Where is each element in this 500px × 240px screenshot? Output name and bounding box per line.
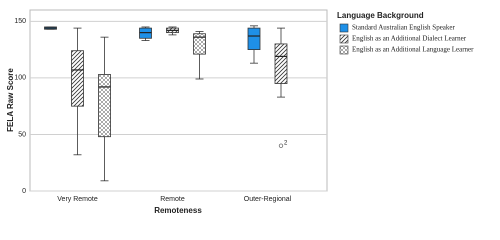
- legend-label: English as an Additional Language Learne…: [352, 46, 474, 54]
- legend-title: Language Background: [337, 11, 424, 20]
- x-tick-label: Remote: [160, 196, 185, 203]
- x-tick-label: Outer-Regional: [244, 196, 292, 203]
- box: [193, 33, 206, 55]
- x-axis-title: Remoteness: [154, 206, 202, 215]
- y-tick-label: 50: [18, 131, 26, 138]
- y-tick-label: 0: [22, 188, 26, 195]
- y-tick-label: 100: [14, 75, 26, 82]
- box: [247, 27, 261, 50]
- outlier-label: 2: [284, 140, 288, 146]
- chart: FELA Raw Score Remoteness Language Backg…: [6, 9, 474, 215]
- y-tick-label: 150: [14, 18, 26, 25]
- legend-label: Standard Australian English Speaker: [352, 24, 456, 32]
- x-tick-label: Very Remote: [57, 196, 98, 203]
- legend-label: English as an Additional Dialect Learner: [352, 35, 467, 43]
- legend-swatch: [339, 34, 349, 44]
- legend-swatch: [339, 23, 349, 33]
- outlier: [278, 143, 284, 148]
- box: [71, 50, 84, 107]
- box: [274, 43, 288, 84]
- legend-swatch: [339, 45, 349, 55]
- y-axis-title: FELA Raw Score: [6, 68, 15, 132]
- box: [98, 74, 111, 138]
